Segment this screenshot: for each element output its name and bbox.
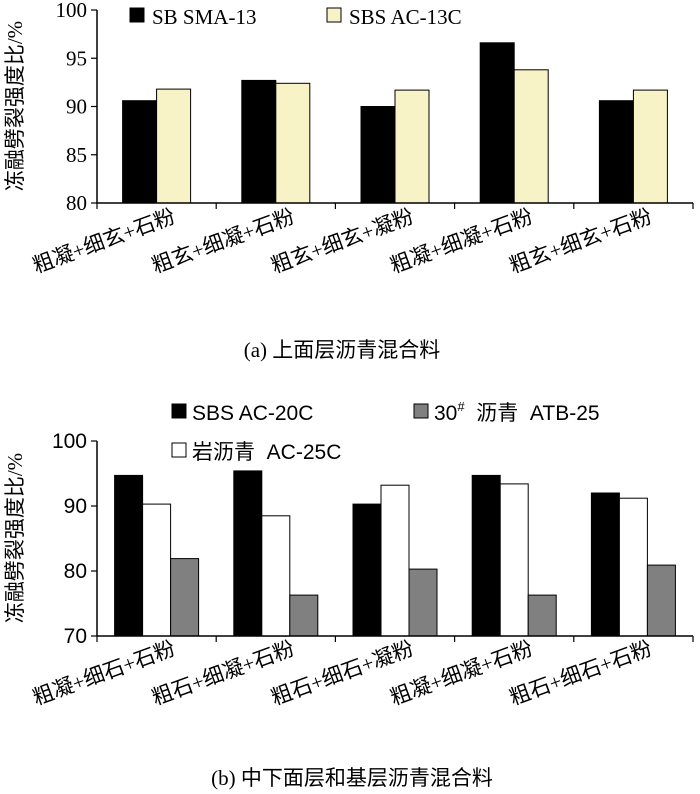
b-y-axis-label: 冻融劈裂强度比/% <box>3 453 27 623</box>
a-y-axis-label: 冻融劈裂强度比/% <box>3 21 27 191</box>
a-legend-swatch-1 <box>326 7 342 23</box>
b-bar-s0-c1 <box>233 470 263 637</box>
b-bar-s0-c2 <box>352 503 382 637</box>
b-ytick-label-2: 90 <box>64 495 87 518</box>
a-ytick-label-2: 90 <box>66 95 87 119</box>
a-bar-s0-c1 <box>241 79 277 204</box>
b-legend-label-1: 岩沥青 AC-25C <box>192 441 341 464</box>
b-legend-label-2-sup: # <box>457 399 465 414</box>
a-bar-s0-c3 <box>479 42 515 204</box>
b-bar-s0-c0 <box>114 474 144 637</box>
a-bar-s1-c0 <box>156 88 192 204</box>
b-bar-s2-c3 <box>527 594 557 637</box>
b-bar-s1-c4 <box>618 497 648 637</box>
a-bar-s1-c2 <box>394 89 430 204</box>
b-legend-label-0: SBS AC-20C <box>192 402 313 425</box>
b-ytick-label-3: 100 <box>52 430 87 453</box>
b-legend-swatch-2 <box>413 403 429 419</box>
b-bar-s2-c1 <box>289 594 319 637</box>
a-ytick-label-0: 80 <box>66 191 87 215</box>
b-legend-label-2: 30# 沥青 ATB-25 <box>434 399 600 425</box>
a-bar-s0-c4 <box>598 100 634 204</box>
b-ytick-label-0: 70 <box>64 625 87 648</box>
a-ytick-label-1: 85 <box>66 143 87 167</box>
a-bar-s1-c3 <box>513 69 549 204</box>
a-legend-label-1: SBS AC-13C <box>349 5 462 29</box>
b-legend-label-2-rest: 沥青 ATB-25 <box>465 402 600 425</box>
a-bar-s0-c2 <box>360 106 396 204</box>
b-legend-label-2-prefix: 30 <box>434 402 457 425</box>
a-bar-s1-c4 <box>632 89 668 204</box>
b-bar-s1-c3 <box>499 483 529 637</box>
a-ytick-label-4: 100 <box>56 0 88 22</box>
b-bar-s2-c0 <box>170 558 200 637</box>
b-bar-s1-c2 <box>380 484 410 637</box>
a-caption: (a) 上面层沥青混合料 <box>244 338 441 362</box>
b-bar-s1-c0 <box>142 503 172 637</box>
b-bar-s0-c4 <box>590 492 620 637</box>
b-legend-swatch-0 <box>171 403 187 419</box>
a-bar-s0-c0 <box>122 100 158 204</box>
b-bar-s2-c4 <box>646 564 676 637</box>
a-legend-label-0: SB SMA-13 <box>152 5 256 29</box>
a-bar-s1-c1 <box>275 82 311 204</box>
a-ytick-label-3: 95 <box>66 46 87 70</box>
b-bar-s2-c2 <box>408 568 438 637</box>
b-legend-swatch-1 <box>171 442 187 458</box>
b-bar-s1-c1 <box>261 515 291 637</box>
b-caption: (b) 中下面层和基层沥青混合料 <box>211 766 493 790</box>
b-ytick-label-1: 80 <box>64 560 87 583</box>
b-bar-s0-c3 <box>471 474 501 637</box>
a-legend-swatch-0 <box>129 7 145 23</box>
